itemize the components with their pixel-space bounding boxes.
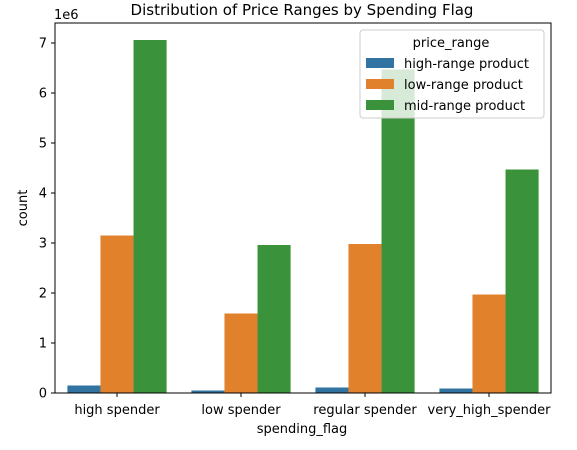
- y-tick-label: 7: [39, 37, 47, 52]
- y-tick-label: 4: [39, 187, 47, 202]
- y-tick-label: 2: [39, 287, 47, 302]
- y-tick-label: 0: [39, 387, 47, 402]
- x-tick-label: very_high_spender: [428, 403, 552, 418]
- bar-high-range-product-0: [67, 385, 101, 393]
- legend-swatch: [366, 100, 394, 110]
- bar-low-range-product-3: [472, 294, 506, 393]
- y-tick-label: 5: [39, 137, 47, 152]
- legend: price_range high-range product low-range …: [359, 29, 545, 119]
- plot-frame: [54, 22, 552, 394]
- legend-entry-label: low-range product: [404, 78, 523, 93]
- bar-mid-range-product-0: [133, 40, 167, 393]
- chart-title: Distribution of Price Ranges by Spending…: [131, 1, 474, 19]
- bar-low-range-product-2: [348, 244, 382, 393]
- y-axis-ticks: 0 1 2 3 4 5 6 7: [39, 37, 55, 402]
- y-tick-label: 6: [39, 87, 47, 102]
- bar-mid-range-product-2: [381, 69, 415, 393]
- bars-layer: [67, 40, 539, 393]
- x-axis-label: spending_flag: [257, 422, 348, 437]
- bar-low-range-product-0: [100, 235, 134, 393]
- bar-high-range-product-1: [191, 390, 225, 393]
- y-tick-label: 3: [39, 237, 47, 252]
- x-tick-label: high spender: [74, 403, 160, 418]
- x-tick-label: low spender: [201, 403, 281, 418]
- y-axis-label: count: [16, 190, 31, 227]
- x-axis-ticks: high spender low spender regular spender ve…: [74, 393, 551, 418]
- legend-swatch: [366, 58, 394, 68]
- bar-mid-range-product-1: [257, 245, 291, 393]
- y-axis-offset-label: 1e6: [54, 8, 79, 23]
- bar-high-range-product-3: [439, 388, 473, 393]
- y-tick-label: 1: [39, 337, 47, 352]
- x-tick-label: regular spender: [313, 403, 417, 418]
- bar-low-range-product-1: [224, 313, 258, 393]
- legend-title: price_range: [413, 36, 490, 51]
- legend-entry-label: high-range product: [404, 57, 529, 72]
- legend-swatch: [366, 79, 394, 89]
- legend-box: [359, 29, 545, 119]
- legend-entry-label: mid-range product: [404, 99, 525, 114]
- bar-high-range-product-2: [315, 387, 349, 393]
- bar-mid-range-product-3: [505, 169, 539, 393]
